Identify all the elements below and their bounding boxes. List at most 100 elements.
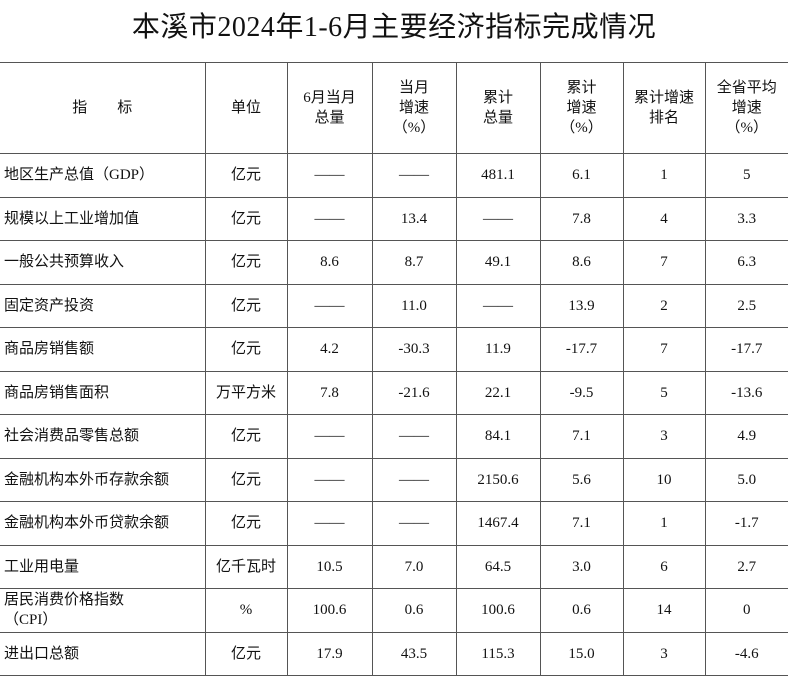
cell: 0	[704, 588, 788, 633]
cell: 13.9	[539, 283, 624, 328]
column-header: 全省平均 增速 （%）	[704, 62, 788, 154]
table-row: 社会消费品零售总额 亿元 —— —— 84.1 7.1 3 4.9	[0, 414, 788, 459]
column-header: 指 标	[0, 62, 206, 154]
cell: ——	[371, 414, 457, 459]
column-header: 累计 增速 （%）	[539, 62, 624, 154]
cell: 2.7	[704, 544, 788, 589]
cell: 2.5	[704, 283, 788, 328]
table-row: 固定资产投资 亿元 —— 11.0 —— 13.9 2 2.5	[0, 283, 788, 328]
cell: 5.6	[539, 457, 624, 502]
column-header: 单位	[204, 62, 288, 154]
cell: 14	[622, 588, 706, 633]
cell: 481.1	[455, 153, 541, 198]
cell: 2150.6	[455, 457, 541, 502]
table-row: 地区生产总值（GDP） 亿元 —— —— 481.1 6.1 1 5	[0, 153, 788, 198]
column-header: 6月当月 总量	[286, 62, 373, 154]
cell: ——	[286, 501, 373, 546]
cell: 亿元	[204, 196, 288, 241]
cell: 1	[622, 501, 706, 546]
cell: %	[204, 588, 288, 633]
cell: 5	[622, 370, 706, 415]
cell: 亿元	[204, 457, 288, 502]
cell: ——	[371, 501, 457, 546]
cell: 15.0	[539, 631, 624, 676]
cell: ——	[286, 414, 373, 459]
table-row: 工业用电量 亿千瓦时 10.5 7.0 64.5 3.0 6 2.7	[0, 544, 788, 589]
cell: 亿元	[204, 327, 288, 372]
row-label: 工业用电量	[0, 544, 206, 589]
cell: 7	[622, 327, 706, 372]
cell: 0.6	[371, 588, 457, 633]
cell: 1467.4	[455, 501, 541, 546]
cell: 4.9	[704, 414, 788, 459]
cell: 10	[622, 457, 706, 502]
cell: 13.4	[371, 196, 457, 241]
cell: 0.6	[539, 588, 624, 633]
cell: -21.6	[371, 370, 457, 415]
table-row: 居民消费价格指数 （CPI）% 100.6 0.6 100.6 0.6 14 0	[0, 588, 788, 633]
cell: 11.0	[371, 283, 457, 328]
cell: 6.1	[539, 153, 624, 198]
cell: 亿元	[204, 631, 288, 676]
row-label: 金融机构本外币存款余额	[0, 457, 206, 502]
cell: ——	[286, 153, 373, 198]
cell: 22.1	[455, 370, 541, 415]
data-table: 指 标单位 6月当月 总量 当月 增速 （%） 累计 总量 累计 增速 （%） 累计增速 …	[0, 62, 788, 676]
table-row: 进出口总额 亿元 17.9 43.5 115.3 15.0 3 -4.6	[0, 631, 788, 676]
cell: 7.0	[371, 544, 457, 589]
cell: 1	[622, 153, 706, 198]
cell: 8.6	[539, 240, 624, 285]
cell: -4.6	[704, 631, 788, 676]
cell: 4.2	[286, 327, 373, 372]
row-label: 社会消费品零售总额	[0, 414, 206, 459]
cell: ——	[286, 457, 373, 502]
cell: 亿元	[204, 414, 288, 459]
table-row: 金融机构本外币贷款余额 亿元 —— —— 1467.4 7.1 1 -1.7	[0, 501, 788, 546]
cell: 8.6	[286, 240, 373, 285]
row-label: 进出口总额	[0, 631, 206, 676]
cell: 7	[622, 240, 706, 285]
table-head: 指 标单位 6月当月 总量 当月 增速 （%） 累计 总量 累计 增速 （%） 累计增速 …	[0, 62, 788, 154]
cell: -9.5	[539, 370, 624, 415]
table-row: 一般公共预算收入 亿元 8.6 8.7 49.1 8.6 7 6.3	[0, 240, 788, 285]
cell: 亿元	[204, 153, 288, 198]
cell: 64.5	[455, 544, 541, 589]
cell: 6.3	[704, 240, 788, 285]
table-row: 规模以上工业增加值 亿元 —— 13.4 —— 7.8 4 3.3	[0, 196, 788, 241]
cell: 5.0	[704, 457, 788, 502]
cell: 115.3	[455, 631, 541, 676]
cell: 100.6	[455, 588, 541, 633]
cell: 7.8	[286, 370, 373, 415]
cell: 100.6	[286, 588, 373, 633]
cell: 8.7	[371, 240, 457, 285]
row-label: 商品房销售额	[0, 327, 206, 372]
table-row: 金融机构本外币存款余额 亿元 —— —— 2150.6 5.6 10 5.0	[0, 457, 788, 502]
row-label: 固定资产投资	[0, 283, 206, 328]
cell: -1.7	[704, 501, 788, 546]
cell: 43.5	[371, 631, 457, 676]
cell: -30.3	[371, 327, 457, 372]
row-label: 一般公共预算收入	[0, 240, 206, 285]
cell: 万平方米	[204, 370, 288, 415]
table-row: 商品房销售额 亿元 4.2 -30.3 11.9 -17.7 7 -17.7	[0, 327, 788, 372]
row-label: 居民消费价格指数 （CPI）	[0, 588, 206, 633]
cell: 17.9	[286, 631, 373, 676]
cell: ——	[371, 457, 457, 502]
cell: 5	[704, 153, 788, 198]
cell: 3.3	[704, 196, 788, 241]
cell: 4	[622, 196, 706, 241]
cell: ——	[455, 283, 541, 328]
title: 本溪市2024年1-6月主要经济指标完成情况	[131, 12, 657, 43]
cell: -17.7	[704, 327, 788, 372]
cell: 亿元	[204, 240, 288, 285]
cell: 亿元	[204, 283, 288, 328]
header-row: 指 标单位 6月当月 总量 当月 增速 （%） 累计 总量 累计 增速 （%） 累计增速 …	[0, 62, 788, 154]
cell: 3	[622, 414, 706, 459]
cell: 2	[622, 283, 706, 328]
cell: ——	[371, 153, 457, 198]
cell: 10.5	[286, 544, 373, 589]
cell: ——	[286, 283, 373, 328]
cell: 7.1	[539, 501, 624, 546]
row-label: 商品房销售面积	[0, 370, 206, 415]
